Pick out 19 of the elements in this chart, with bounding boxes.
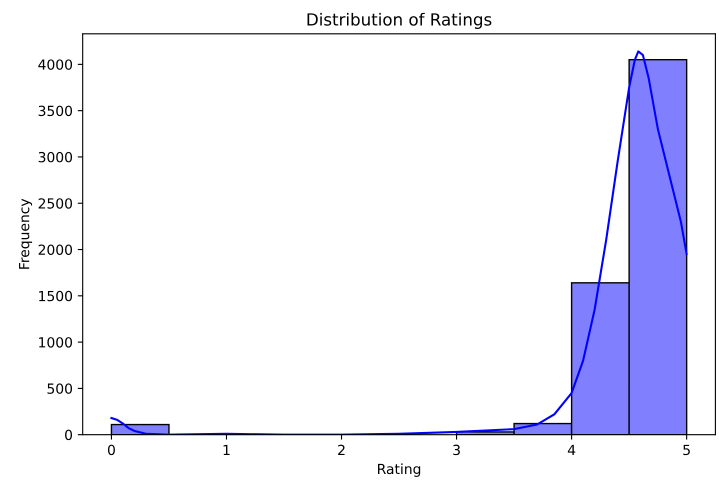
- x-tick-label: 5: [683, 444, 690, 456]
- y-tick-label: 1500: [39, 290, 72, 302]
- y-tick-label: 2500: [38, 198, 72, 209]
- y-tick-label: 2000: [38, 244, 72, 256]
- y-tick-label: 3000: [38, 152, 72, 162]
- y-tick-label: 1000: [39, 337, 72, 348]
- y-tick-label: 500: [48, 383, 72, 394]
- y-axis-title: Frequency: [19, 198, 32, 269]
- y-tick-label: 4000: [38, 59, 72, 70]
- x-tick-label: 4: [568, 444, 576, 455]
- x-tick-label: 3: [453, 444, 460, 456]
- x-tick-label: 2: [338, 444, 345, 455]
- line-series: [110, 50, 688, 435]
- x-tick-label: 1: [224, 444, 230, 455]
- chart-title: Distribution of Ratings: [308, 12, 492, 29]
- y-tick-label: 0: [65, 430, 72, 440]
- x-tick-label: 0: [108, 444, 115, 456]
- x-axis-title: Rating: [378, 463, 420, 477]
- y-tick-label: 3500: [38, 106, 72, 116]
